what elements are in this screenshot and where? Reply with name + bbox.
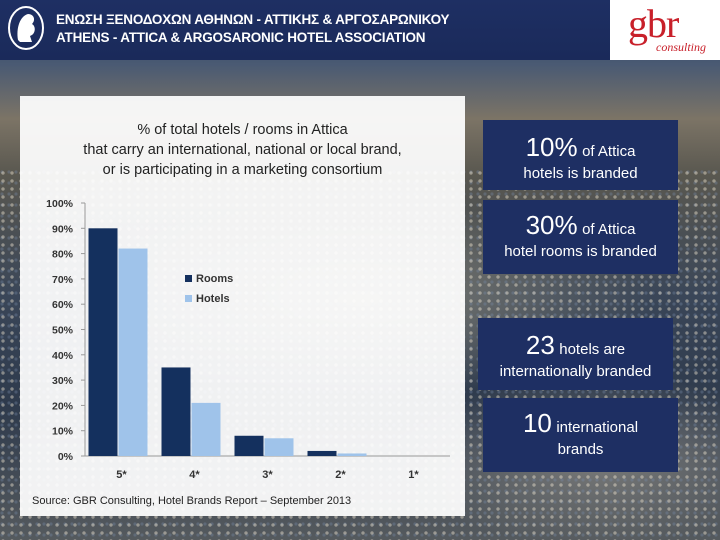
bar-hotels-2star xyxy=(337,453,367,456)
y-tick-label: 40% xyxy=(52,350,74,362)
y-tick-label: 0% xyxy=(58,451,74,463)
y-tick-label: 80% xyxy=(52,249,74,261)
legend-label: Rooms xyxy=(196,273,233,285)
chart-title-line: % of total hotels / rooms in Attica xyxy=(137,122,348,138)
legend-label: Hotels xyxy=(196,293,230,305)
association-name-english: ATHENS - ATTICA & ARGOSARONIC HOTEL ASSO… xyxy=(56,30,426,45)
y-tick-label: 90% xyxy=(52,223,74,235)
bar-hotels-3star xyxy=(264,438,294,456)
stat-description: hotel rooms is branded xyxy=(504,243,657,260)
stat-box-international-brands: 10 international brands xyxy=(483,398,678,472)
x-tick-label: 2* xyxy=(335,469,346,481)
y-tick-label: 60% xyxy=(52,299,74,311)
gbr-logo-mark: gbr xyxy=(628,1,679,46)
x-tick-label: 5* xyxy=(116,469,127,481)
chart-title-line: or is participating in a marketing conso… xyxy=(102,162,383,178)
stat-big-value: 10% xyxy=(525,132,578,162)
stat-box-international-hotels: 23 hotels are internationally branded xyxy=(478,318,673,390)
stat-small-text: international xyxy=(556,419,639,436)
stat-box-hotels-branded: 10% of Attica hotels is branded xyxy=(483,120,678,190)
header-bar: ΕΝΩΣΗ ΞΕΝΟΔΟΧΩΝ ΑΘΗΝΩΝ - ΑΤΤΙΚΗΣ & ΑΡΓΟΣ… xyxy=(0,0,720,60)
bar-rooms-5star xyxy=(88,228,118,456)
legend-swatch xyxy=(185,275,192,282)
x-tick-label: 3* xyxy=(262,469,273,481)
bar-rooms-2star xyxy=(307,450,337,456)
source-note: Source: GBR Consulting, Hotel Brands Rep… xyxy=(32,495,352,507)
y-tick-label: 10% xyxy=(52,426,74,438)
stat-big-value: 10 xyxy=(522,408,552,438)
bar-rooms-3star xyxy=(234,435,264,456)
bar-hotels-5star xyxy=(118,248,148,456)
y-tick-label: 100% xyxy=(46,198,74,210)
stat-small-text: hotels are xyxy=(559,341,626,358)
stat-box-rooms-branded: 30% of Attica hotel rooms is branded xyxy=(483,200,678,274)
y-tick-label: 20% xyxy=(52,400,74,412)
bar-chart: 0% 10% 20% 30% 40% 50% 60% 70% 80% 90% 100% 5* 4* 3* 2… xyxy=(46,198,450,481)
bar-hotels-4star xyxy=(191,402,221,456)
association-name-greek: ΕΝΩΣΗ ΞΕΝΟΔΟΧΩΝ ΑΘΗΝΩΝ - ΑΤΤΙΚΗΣ & ΑΡΓΟΣ… xyxy=(56,12,450,27)
y-tick-label: 30% xyxy=(52,375,74,387)
gbr-logo-subtitle: consulting xyxy=(656,40,706,54)
stat-description: hotels is branded xyxy=(523,165,638,182)
gbr-logo: gbr consulting xyxy=(610,0,720,60)
x-tick-label: 4* xyxy=(189,469,200,481)
stat-description: brands xyxy=(557,441,604,458)
association-logo-icon xyxy=(8,6,44,50)
y-tick-label: 70% xyxy=(52,274,74,286)
stat-small-text: of Attica xyxy=(582,221,636,238)
bar-rooms-4star xyxy=(161,367,191,456)
stat-big-value: 30% xyxy=(525,210,578,240)
stat-big-value: 23 xyxy=(525,330,555,360)
x-tick-label: 1* xyxy=(408,469,419,481)
stat-small-text: of Attica xyxy=(582,143,636,160)
stat-description: internationally branded xyxy=(499,363,652,380)
chart-title: % of total hotels / rooms in Attica that… xyxy=(20,120,465,180)
chart-title-line: that carry an international, national or… xyxy=(83,142,402,158)
legend-swatch xyxy=(185,295,192,302)
y-tick-label: 50% xyxy=(52,325,74,337)
